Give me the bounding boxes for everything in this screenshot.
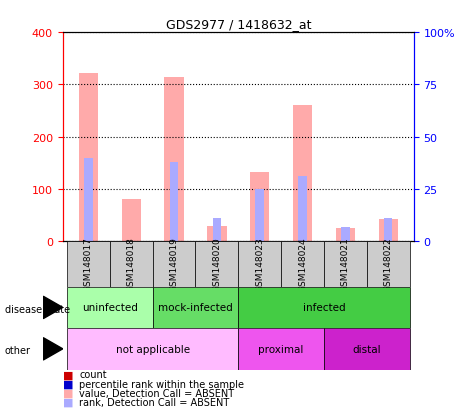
Text: disease state: disease state <box>5 304 70 314</box>
FancyBboxPatch shape <box>153 287 239 328</box>
FancyBboxPatch shape <box>110 242 153 287</box>
FancyBboxPatch shape <box>153 242 195 287</box>
Bar <box>255 190 264 242</box>
Bar <box>79 74 98 242</box>
Polygon shape <box>43 338 63 360</box>
Text: percentile rank within the sample: percentile rank within the sample <box>79 379 244 389</box>
FancyBboxPatch shape <box>367 242 410 287</box>
Text: ■: ■ <box>63 379 73 389</box>
Text: ■: ■ <box>63 397 73 407</box>
FancyBboxPatch shape <box>281 242 324 287</box>
Text: GSM148020: GSM148020 <box>213 237 221 292</box>
Text: rank, Detection Call = ABSENT: rank, Detection Call = ABSENT <box>79 397 229 407</box>
Text: proximal: proximal <box>259 344 304 354</box>
Text: count: count <box>79 370 106 380</box>
FancyBboxPatch shape <box>324 242 367 287</box>
Bar <box>298 177 307 242</box>
Title: GDS2977 / 1418632_at: GDS2977 / 1418632_at <box>166 17 311 31</box>
Text: other: other <box>5 345 31 355</box>
Text: GSM148021: GSM148021 <box>341 237 350 292</box>
Bar <box>170 162 179 242</box>
FancyBboxPatch shape <box>324 328 410 370</box>
Bar <box>293 106 312 242</box>
Text: GSM148018: GSM148018 <box>127 237 136 292</box>
Text: uninfected: uninfected <box>82 303 138 313</box>
FancyBboxPatch shape <box>239 328 324 370</box>
Text: mock-infected: mock-infected <box>158 303 233 313</box>
Polygon shape <box>43 297 63 319</box>
Text: infected: infected <box>303 303 345 313</box>
Bar <box>336 228 355 242</box>
FancyBboxPatch shape <box>67 242 110 287</box>
Text: GSM148017: GSM148017 <box>84 237 93 292</box>
Text: not applicable: not applicable <box>116 344 190 354</box>
FancyBboxPatch shape <box>239 287 410 328</box>
Bar <box>165 77 184 242</box>
Bar <box>122 200 141 242</box>
Bar <box>250 173 269 242</box>
FancyBboxPatch shape <box>195 242 239 287</box>
Text: distal: distal <box>352 344 381 354</box>
Text: GSM148024: GSM148024 <box>298 237 307 292</box>
Bar <box>84 158 93 242</box>
Text: value, Detection Call = ABSENT: value, Detection Call = ABSENT <box>79 388 234 398</box>
Bar <box>384 218 392 242</box>
Text: ■: ■ <box>63 370 73 380</box>
FancyBboxPatch shape <box>67 287 153 328</box>
Bar <box>379 220 398 242</box>
FancyBboxPatch shape <box>239 242 281 287</box>
Text: GSM148023: GSM148023 <box>255 237 264 292</box>
Text: ■: ■ <box>63 388 73 398</box>
Bar <box>207 226 226 242</box>
FancyBboxPatch shape <box>67 328 239 370</box>
Bar <box>213 218 221 242</box>
Bar <box>341 227 350 242</box>
Text: GSM148019: GSM148019 <box>170 237 179 292</box>
Text: GSM148022: GSM148022 <box>384 237 392 292</box>
